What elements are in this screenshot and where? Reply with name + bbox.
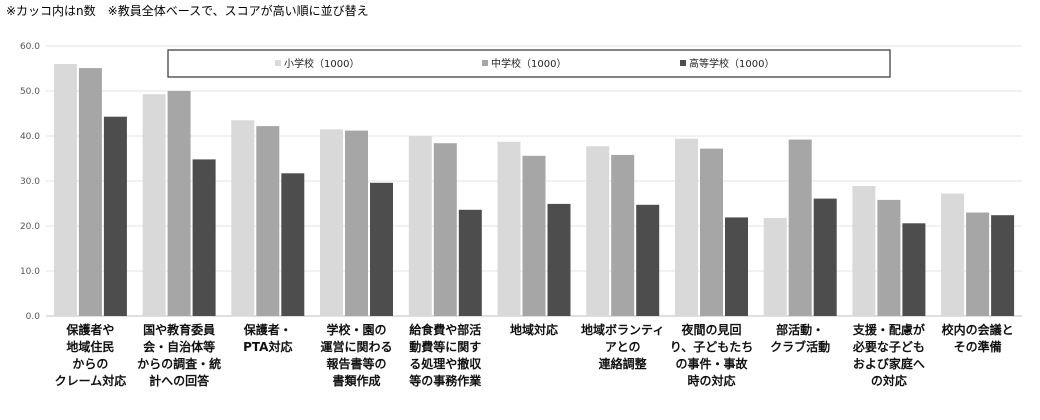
x-category-label-line: 動費等に関す: [409, 340, 482, 354]
x-category-label-line: 運営に関わる: [320, 340, 393, 354]
bar: [877, 199, 901, 316]
bar: [433, 143, 457, 316]
x-category-label-line: アとの: [604, 340, 641, 354]
legend-swatch: [680, 60, 686, 66]
bar: [142, 94, 166, 316]
x-category-label-line: 部活動・: [776, 323, 825, 337]
y-tick-label: 40.0: [20, 132, 40, 142]
x-category-label-line: 保護者・: [243, 323, 292, 337]
x-category-label-line: クラブ活動: [770, 340, 831, 354]
x-category-label-line: 連絡調整: [598, 357, 647, 371]
bar: [78, 68, 102, 316]
bar: [725, 217, 748, 316]
x-category-label-line: の事件・事故: [675, 357, 748, 371]
bar: [763, 217, 787, 316]
bar: [345, 130, 368, 316]
y-tick-label: 10.0: [20, 267, 40, 277]
bar: [700, 148, 723, 316]
x-category-label: 地域ボランティ アとの連絡調整: [580, 322, 666, 373]
x-category-label-line: 報告書等の: [326, 357, 387, 371]
bar: [53, 64, 77, 316]
bar: [788, 139, 812, 316]
x-category-label: 部活動・ クラブ活動: [757, 322, 843, 356]
x-category-label-line: 学校・園の: [326, 323, 387, 337]
x-category-label-line: 夜間の見回: [681, 323, 742, 337]
chart-note: ※カッコ内はn数 ※教員全体ベースで、スコアが高い順に並び替え: [6, 4, 369, 18]
legend-swatch: [275, 60, 281, 66]
x-category-label-line: 給食費や部活: [409, 323, 482, 337]
bar: [458, 209, 482, 316]
y-tick-label: 0.0: [26, 312, 41, 322]
bar: [497, 141, 521, 316]
bar: [675, 138, 698, 316]
x-category-label: 給食費や部活 動費等に関す る処理や撤収 等の事務作業: [402, 322, 488, 390]
bar: [192, 159, 216, 316]
x-category-label-line: 地域対応: [509, 323, 558, 337]
x-category-label-line: および家庭へ: [852, 357, 925, 371]
x-category-label-line: り、子どもたち: [669, 340, 754, 354]
bar: [852, 186, 876, 316]
x-category-label-line: 支援・配慮が: [852, 323, 925, 337]
x-category-label-line: PTA対応: [243, 340, 293, 354]
y-tick-label: 60.0: [20, 42, 40, 52]
x-category-label: 保護者・ PTA対応: [225, 322, 311, 356]
x-category-label: 学校・園の運営に関わる 報告書等の書類作成: [314, 322, 400, 390]
legend-entry: 中学校（1000）: [491, 57, 566, 70]
x-category-label-line: 計への回答: [149, 374, 210, 388]
bar: [902, 223, 926, 316]
x-category-label-line: 等の事務作業: [409, 374, 482, 388]
y-tick-label: 20.0: [20, 222, 40, 232]
bars: [53, 64, 1015, 317]
bar: [167, 91, 191, 316]
bar: [547, 203, 571, 316]
bar: [103, 116, 127, 316]
bar: [991, 215, 1015, 316]
bar: [522, 155, 546, 316]
bar: [281, 173, 305, 316]
x-category-label-line: 校内の会議と: [941, 323, 1014, 337]
x-category-label-line: 時の対応: [687, 374, 736, 388]
x-category-label-line: 必要な子ども: [852, 340, 925, 354]
x-category-label-line: からの調査・統: [137, 357, 222, 371]
x-category-label: 国や教育委員 会・自治体等 からの調査・統 計への回答: [136, 322, 222, 390]
bar: [370, 182, 393, 316]
x-category-label-line: その準備: [953, 340, 1002, 354]
x-category-label: 夜間の見回り、子どもたち の事件・事故 時の対応: [669, 322, 755, 390]
bar: [408, 136, 432, 316]
x-category-label-line: からの: [72, 357, 109, 371]
x-category-label: 校内の会議と その準備: [935, 322, 1021, 356]
x-category-label: 地域対応: [491, 322, 577, 339]
x-category-label: 支援・配慮が 必要な子ども および家庭へ の対応: [846, 322, 932, 390]
legend-swatch: [482, 60, 488, 66]
bar: [611, 154, 635, 316]
legend-entry: 小学校（1000）: [284, 57, 359, 70]
bar: [636, 204, 660, 316]
x-category-label-line: 国や教育委員: [143, 323, 216, 337]
bar: [256, 126, 280, 316]
y-tick-label: 50.0: [20, 87, 40, 97]
bar: [941, 193, 965, 316]
y-tick-label: 30.0: [20, 177, 40, 187]
bar: [966, 212, 990, 316]
x-category-label-line: 地域住民: [66, 340, 115, 354]
bar: [320, 129, 343, 317]
legend-entry: 高等学校（1000）: [689, 57, 774, 70]
bar: [813, 198, 837, 316]
x-category-label-line: 会・自治体等: [143, 340, 216, 354]
legend: 小学校（1000） 中学校（1000） 高等学校（1000）: [167, 49, 891, 78]
x-category-label-line: 書類作成: [332, 374, 381, 388]
x-category-label-line: 保護者や: [66, 323, 115, 337]
y-axis-ticks: 0.0 10.0 20.0 30.0 40.0 50.0 60.0: [20, 42, 40, 322]
bar: [231, 120, 255, 317]
x-category-label-line: の対応: [870, 374, 907, 388]
x-category-label-line: クレーム対応: [54, 374, 127, 388]
x-category-label-line: る処理や撤収: [409, 357, 482, 371]
bar: [586, 146, 610, 316]
legend-box: [167, 49, 891, 78]
x-category-label-line: 地域ボランティ: [581, 323, 665, 337]
x-category-label: 保護者や地域住民からのクレーム対応: [47, 322, 133, 390]
